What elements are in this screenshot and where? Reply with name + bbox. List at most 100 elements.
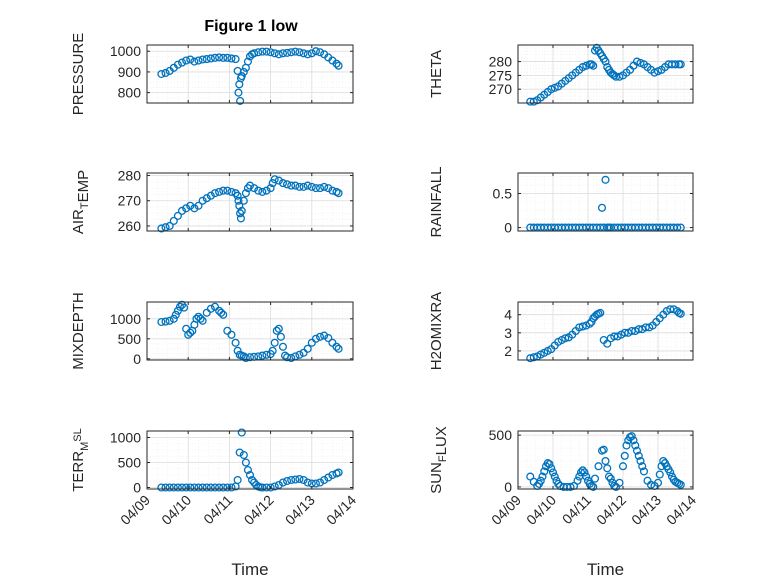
data-point bbox=[315, 332, 325, 341]
subplot-pressure: 800 900 1000 PRESSURE bbox=[70, 33, 354, 115]
subplot-rainfall: 0 0.5 RAINFALL bbox=[428, 167, 694, 237]
data-point bbox=[171, 310, 180, 319]
data-point bbox=[254, 48, 263, 57]
data-point bbox=[610, 71, 619, 80]
data-point bbox=[202, 308, 211, 317]
data-point bbox=[587, 60, 596, 69]
plot-area bbox=[518, 45, 693, 103]
data-point bbox=[676, 309, 685, 318]
y-axis-label: SUNFLUX bbox=[428, 426, 450, 494]
axis-box bbox=[517, 430, 694, 490]
data-point bbox=[299, 182, 308, 191]
data-point bbox=[311, 479, 320, 488]
data-point bbox=[283, 476, 292, 486]
data-point bbox=[233, 191, 242, 200]
data-point bbox=[603, 464, 612, 473]
data-point bbox=[237, 206, 246, 215]
data-point bbox=[215, 306, 224, 315]
data-point bbox=[177, 483, 187, 492]
data-point bbox=[219, 310, 228, 319]
data-point bbox=[165, 483, 174, 492]
y-tick-label: 2 bbox=[504, 343, 512, 359]
data-point bbox=[550, 472, 559, 481]
x-tick-label: 04/13 bbox=[628, 492, 664, 528]
y-axis-label: THETA bbox=[428, 50, 445, 98]
plot-area bbox=[147, 302, 353, 360]
data-point bbox=[233, 346, 242, 355]
data-point bbox=[606, 474, 615, 483]
data-point bbox=[596, 308, 605, 317]
data-point bbox=[219, 483, 228, 492]
data-point bbox=[169, 216, 178, 225]
data-point bbox=[194, 56, 203, 65]
data-point bbox=[676, 480, 685, 489]
data-point bbox=[165, 221, 174, 231]
data-point bbox=[258, 187, 267, 196]
data-point bbox=[272, 326, 281, 335]
data-point bbox=[258, 351, 267, 360]
data-point bbox=[287, 353, 296, 363]
x-tick-label: 04/12 bbox=[593, 492, 629, 528]
data-point bbox=[237, 72, 246, 81]
x-tick-label: 04/13 bbox=[282, 492, 318, 528]
data-point bbox=[601, 456, 610, 466]
y-tick-label: 900 bbox=[118, 64, 142, 80]
data-point bbox=[328, 338, 337, 347]
y-tick-label: 1000 bbox=[110, 43, 141, 59]
data-point bbox=[177, 58, 187, 67]
x-tick-label: 04/11 bbox=[200, 492, 236, 528]
data-point bbox=[311, 334, 320, 343]
data-point bbox=[311, 47, 320, 56]
data-point bbox=[540, 467, 549, 476]
data-point bbox=[190, 204, 199, 213]
data-point bbox=[186, 483, 195, 492]
data-point bbox=[561, 334, 570, 343]
y-tick-label: 500 bbox=[118, 455, 142, 471]
data-point bbox=[536, 476, 545, 485]
data-point bbox=[576, 468, 586, 477]
data-point bbox=[594, 462, 603, 471]
data-point bbox=[603, 339, 612, 348]
data-point bbox=[573, 476, 582, 485]
data-point bbox=[245, 353, 255, 362]
y-tick-label: 0 bbox=[133, 480, 141, 496]
data-point bbox=[210, 53, 220, 62]
x-axis-label: Time bbox=[231, 560, 268, 579]
data-point bbox=[590, 474, 600, 483]
data-point bbox=[254, 186, 263, 195]
data-point bbox=[283, 48, 292, 57]
data-point bbox=[223, 186, 232, 195]
data-point bbox=[234, 88, 243, 97]
data-point bbox=[196, 314, 205, 323]
data-point bbox=[177, 206, 187, 215]
data-point bbox=[161, 483, 170, 492]
data-point bbox=[173, 60, 182, 69]
data-point bbox=[291, 475, 300, 484]
data-point bbox=[186, 201, 195, 210]
data-point bbox=[262, 47, 271, 56]
data-point bbox=[236, 96, 245, 105]
data-point bbox=[223, 53, 232, 62]
data-point bbox=[334, 468, 343, 477]
data-point bbox=[332, 59, 341, 68]
data-point bbox=[266, 184, 275, 193]
data-point bbox=[241, 353, 250, 363]
data-point bbox=[248, 475, 257, 485]
axis-box bbox=[146, 430, 354, 490]
data-point bbox=[190, 57, 199, 66]
data-point bbox=[239, 450, 248, 460]
x-axis-label: Time bbox=[587, 560, 624, 579]
data-point bbox=[206, 304, 215, 313]
data-point bbox=[529, 353, 538, 362]
x-tick-label: 04/09 bbox=[117, 492, 153, 528]
data-point bbox=[217, 308, 226, 317]
data-point bbox=[210, 189, 220, 198]
y-tick-label: 280 bbox=[118, 168, 142, 184]
data-point bbox=[245, 470, 255, 480]
data-point bbox=[274, 50, 283, 59]
data-point bbox=[270, 482, 279, 491]
data-point bbox=[206, 54, 215, 63]
data-point bbox=[231, 55, 240, 64]
data-point bbox=[210, 483, 220, 492]
